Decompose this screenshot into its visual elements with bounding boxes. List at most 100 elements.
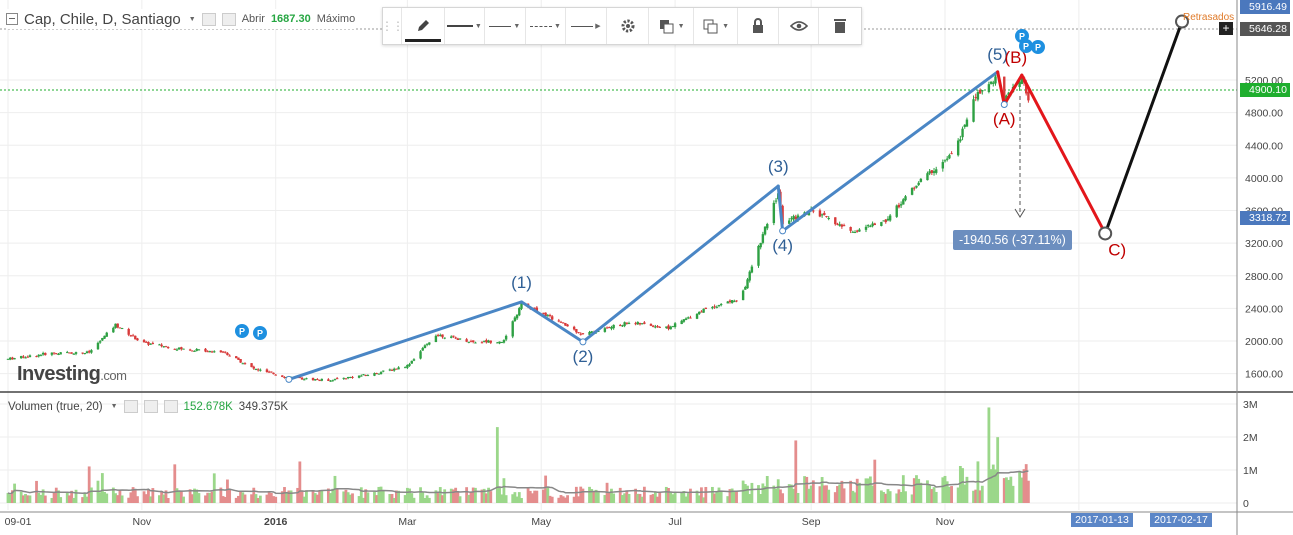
candle-body	[658, 326, 661, 328]
close-icon[interactable]	[163, 400, 178, 413]
wave-segment	[1002, 73, 1024, 106]
format-icon[interactable]	[123, 400, 138, 413]
candle-body	[311, 377, 315, 380]
volume-bar	[329, 493, 332, 503]
volume-bar	[787, 484, 791, 503]
candle-body	[219, 350, 223, 353]
wave-label: (2)	[573, 347, 594, 366]
volume-bar	[934, 491, 938, 503]
candle-body	[557, 320, 560, 322]
candle-body	[834, 217, 837, 225]
volume-bar	[467, 494, 471, 503]
format-icon[interactable]	[201, 12, 216, 26]
volume-bar	[671, 494, 675, 503]
fill-icon[interactable]: ▼	[649, 8, 694, 44]
line-style-button[interactable]: ▼	[485, 8, 526, 44]
volume-bar	[864, 478, 868, 503]
volume-bar	[100, 473, 104, 503]
volume-label[interactable]: Volumen (true, 20)	[8, 400, 103, 413]
candle-body	[344, 378, 348, 380]
candle-body	[379, 372, 383, 375]
volume-bar	[373, 491, 376, 503]
wave-segment	[781, 70, 1000, 233]
volume-bar	[623, 493, 627, 503]
volume-bar	[855, 478, 859, 503]
symbol-header: Cap, Chile, D, Santiago ▼ Abrir 1687.30 …	[6, 9, 356, 29]
volume-bar	[945, 481, 949, 503]
candle-body	[702, 308, 705, 313]
volume-bar	[759, 494, 763, 503]
collapse-icon[interactable]	[6, 13, 18, 25]
volume-bar	[390, 494, 394, 503]
candle-body	[711, 307, 714, 309]
symbol-title[interactable]: Cap, Chile, D, Santiago	[24, 10, 181, 28]
volume-tick-label: 3M	[1243, 399, 1258, 411]
candle-body	[145, 341, 148, 343]
volume-bar	[210, 491, 214, 503]
candle-body	[853, 232, 857, 234]
volume-bar	[6, 492, 10, 503]
volume-bar	[219, 487, 223, 503]
wave-label: (A)	[993, 109, 1016, 128]
settings-icon[interactable]	[607, 8, 650, 44]
line-end-button[interactable]: ▼	[526, 8, 567, 44]
chevron-down-icon[interactable]: ▼	[188, 15, 196, 23]
volume-bar	[482, 488, 486, 503]
chevron-down-icon[interactable]: ▼	[110, 403, 118, 410]
volume-bar	[781, 493, 785, 503]
candle-body	[195, 349, 198, 351]
wave-label: (1)	[511, 273, 532, 292]
volume-bar	[634, 488, 637, 503]
volume-bar	[566, 495, 569, 503]
lock-icon[interactable]	[738, 8, 779, 44]
settings-small-icon[interactable]	[221, 12, 236, 26]
candle-body	[57, 353, 60, 355]
volume-bar	[208, 492, 212, 503]
volume-bar	[950, 486, 953, 503]
candle-body	[101, 337, 104, 341]
candle-body	[131, 335, 135, 337]
volume-bar	[531, 493, 534, 503]
wave-label: (B)	[1004, 48, 1027, 67]
candle-body	[932, 171, 936, 173]
candle-body	[715, 306, 718, 308]
eye-icon[interactable]	[779, 8, 820, 44]
volume-bar	[421, 491, 425, 503]
clone-icon[interactable]: ▼	[694, 8, 739, 44]
volume-bar	[919, 482, 923, 503]
line-width-button[interactable]: ▼	[445, 8, 486, 44]
candle-body	[226, 352, 229, 356]
candle-body	[1018, 81, 1021, 87]
volume-bar	[1002, 478, 1006, 503]
trash-icon[interactable]	[819, 8, 861, 44]
candle-body	[579, 333, 582, 335]
open-label: Abrir	[241, 13, 265, 25]
candle-body	[781, 205, 784, 225]
volume-bar	[653, 492, 657, 503]
candle-body	[759, 242, 762, 248]
candle-body	[434, 335, 438, 343]
settings-small-icon[interactable]	[143, 400, 158, 413]
candle-body	[603, 328, 607, 332]
volume-bar	[331, 488, 335, 503]
candle-body	[228, 355, 231, 357]
elliott-wave-lines[interactable]: (1)(2)(3)(4)(5)(A)(B)C)P PPP P	[235, 14, 1189, 383]
candle-body	[454, 337, 457, 339]
volume-bar	[901, 475, 905, 503]
plus-icon[interactable]: +	[1219, 22, 1233, 35]
wave-handle-target	[1175, 14, 1189, 29]
measure-label[interactable]: -1940.56 (-37.11%)	[953, 230, 1072, 250]
candle-body	[577, 332, 580, 334]
candle-body	[158, 344, 161, 346]
volume-bar	[1026, 480, 1030, 503]
volume-bar	[243, 494, 247, 503]
candle-body	[272, 372, 275, 375]
candle-body	[864, 226, 868, 230]
volume-bar	[83, 492, 87, 503]
candle-body	[873, 223, 876, 226]
line-arrow-button[interactable]: ▶	[566, 8, 607, 44]
volume-bar	[471, 487, 475, 503]
pencil-icon[interactable]	[402, 8, 445, 44]
drag-handle-icon[interactable]: ⋮⋮	[381, 8, 404, 44]
candle-body	[408, 364, 411, 366]
